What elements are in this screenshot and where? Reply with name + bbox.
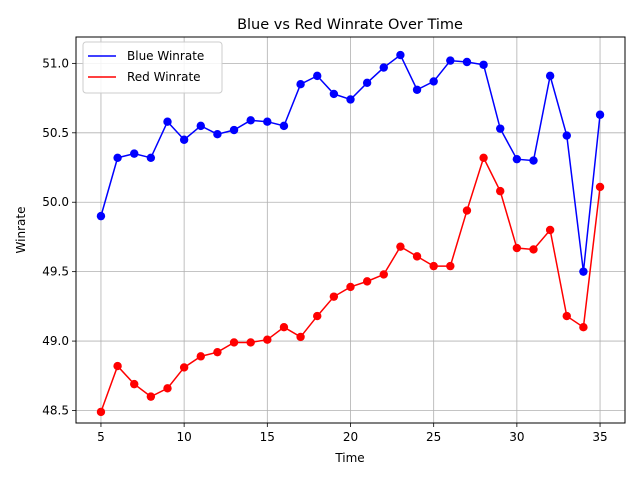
grid [76,37,625,423]
red-winrate-point [462,206,472,215]
x-tick-label: 15 [260,430,275,444]
red-winrate-point [529,245,538,254]
x-tick-label: 25 [426,430,441,444]
blue-winrate-point [579,267,588,276]
y-tick-label: 51.0 [42,56,69,70]
blue-winrate-point [263,117,272,126]
red-winrate-point [496,186,505,196]
y-tick-label: 49.5 [42,265,69,279]
blue-winrate-point [396,50,405,60]
blue-winrate-point [163,117,172,126]
series-lines [96,50,605,417]
blue-winrate-point [496,124,505,133]
red-winrate-point [279,322,289,332]
blue-winrate-point [346,95,355,104]
blue-winrate-point [113,153,122,162]
blue-winrate-point [313,71,322,81]
axis-ticks: 5 10 15 20 25 30 35 48.5 49.0 49.5 50.0 50.5 51.0 [42,56,607,444]
legend-box [82,41,223,94]
red-winrate-point [130,379,139,389]
red-winrate-point [595,182,605,192]
x-tick-label: 10 [176,430,191,444]
blue-winrate-point [379,63,388,72]
y-axis-label: Winrate [14,207,28,254]
x-tick-label: 30 [509,430,524,444]
red-winrate-point [296,332,305,342]
blue-winrate-point [179,135,189,144]
chart-title: Blue vs Red Winrate Over Time [237,17,463,33]
blue-winrate-point [479,60,488,69]
red-winrate-point [412,252,422,261]
blue-winrate-point [545,71,555,81]
blue-winrate-point [279,121,289,131]
blue-winrate-point [329,89,339,99]
legend: Blue Winrate Red Winrate [82,41,223,94]
blue-winrate-point [462,57,472,67]
blue-winrate-point [96,211,106,221]
x-tick-label: 20 [343,430,358,444]
blue-winrate-point [196,121,205,131]
blue-winrate-point [512,154,522,164]
x-axis-label: Time [334,451,364,465]
red-winrate-point [113,361,122,371]
x-tick-label: 35 [592,430,607,444]
y-tick-label: 50.5 [42,126,69,140]
blue-winrate-point [562,131,571,140]
blue-winrate-point [246,116,255,125]
y-tick-label: 50.0 [42,195,69,209]
red-winrate-point [446,261,455,271]
red-winrate-point [379,270,388,279]
blue-winrate-point [362,78,372,88]
red-winrate-point [562,311,571,321]
legend-label-red-winrate: Red Winrate [127,70,201,84]
red-winrate-point [163,384,172,393]
red-winrate-point [579,322,588,332]
x-tick-label: 5 [97,430,105,444]
blue-winrate-point [146,153,156,162]
y-tick-label: 49.0 [42,334,69,348]
red-winrate-point [96,407,106,417]
red-winrate-point [313,311,322,321]
red-winrate-point [246,338,255,347]
red-winrate-point [329,292,339,301]
blue-winrate-point [529,156,538,165]
red-winrate-point [479,153,488,162]
red-winrate-point [362,277,372,286]
blue-winrate-point [213,129,222,139]
red-winrate-point [213,347,222,357]
blue-winrate-point [229,125,239,135]
legend-label-blue-winrate: Blue Winrate [127,49,204,63]
red-winrate-point [512,243,522,253]
red-winrate-point [179,363,189,372]
blue-winrate-point [412,85,422,94]
y-tick-label: 48.5 [42,404,69,418]
blue-winrate-series [96,50,605,276]
red-winrate-point [229,338,239,347]
blue-winrate-point [595,110,605,119]
blue-winrate-point [446,56,455,65]
blue-winrate-point [130,149,139,158]
red-winrate-point [263,335,272,344]
red-winrate-point [146,392,156,401]
blue-winrate-point [296,80,305,89]
red-winrate-point [196,352,205,361]
red-winrate-point [346,282,355,292]
red-winrate-point [396,242,405,251]
red-winrate-point [545,225,555,235]
blue-winrate-point [429,77,438,86]
red-winrate-point [429,261,438,271]
red-winrate-series [96,153,605,417]
